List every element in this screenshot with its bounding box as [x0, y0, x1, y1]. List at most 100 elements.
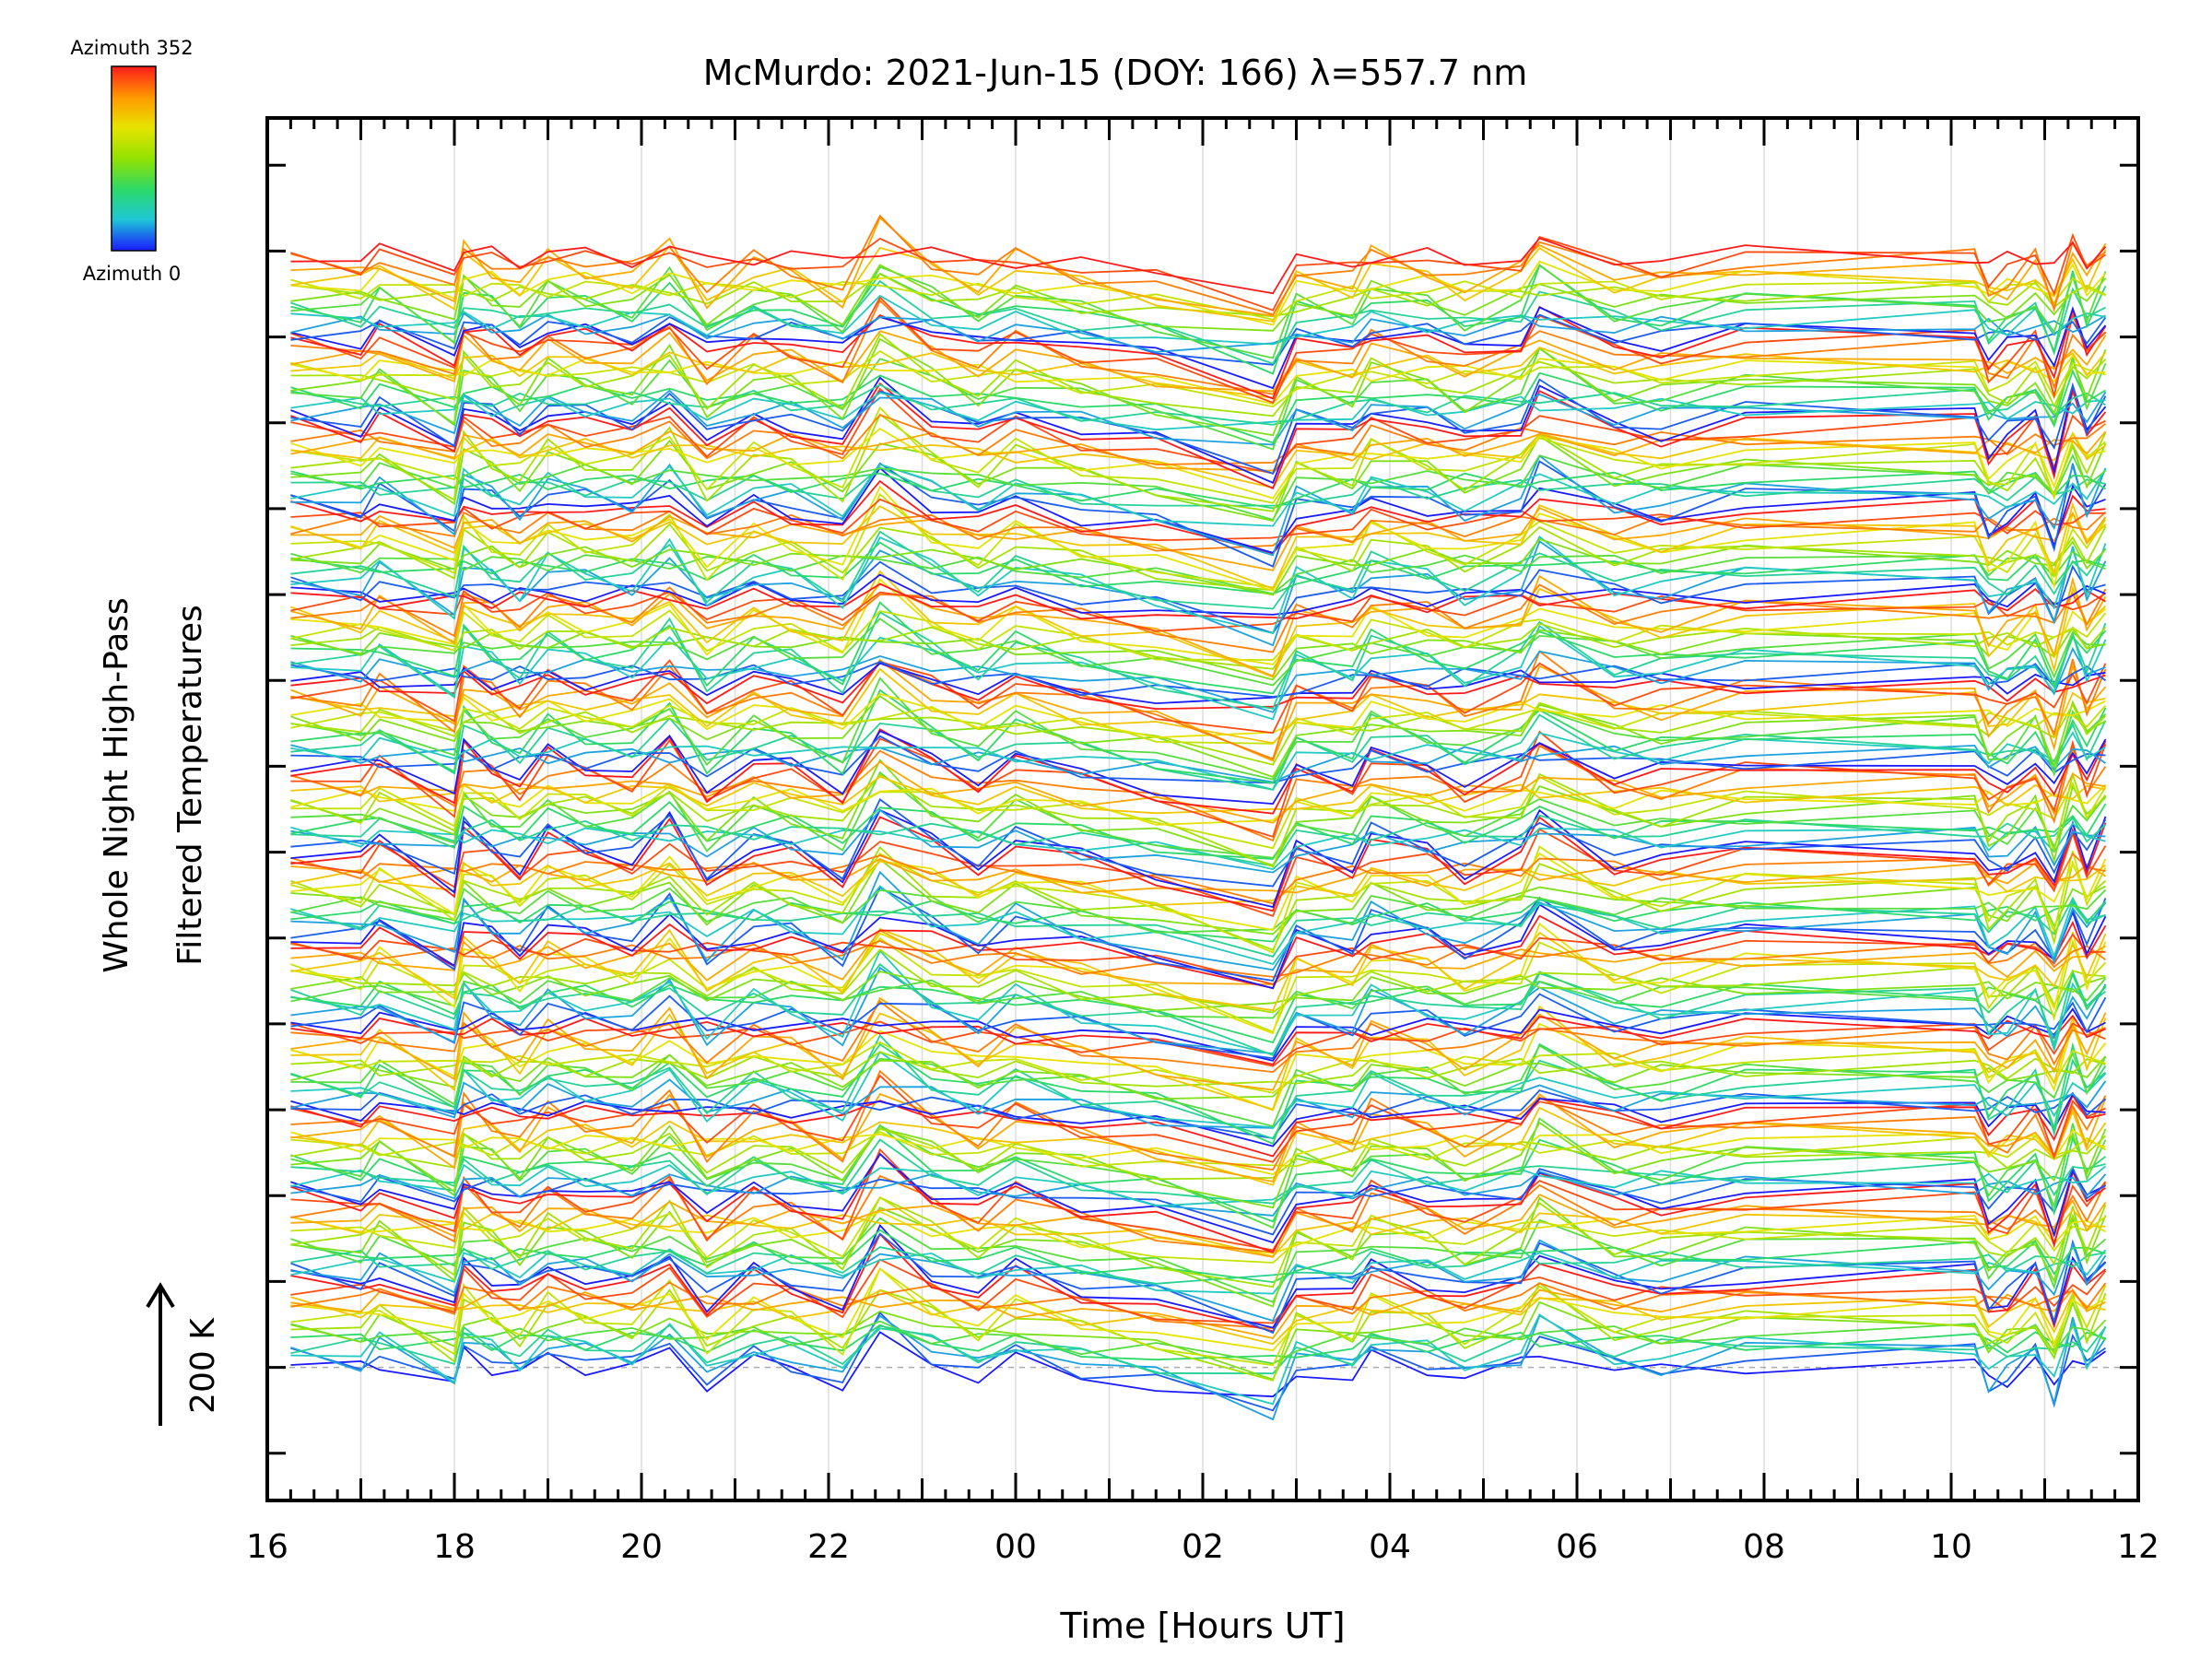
series-line: [290, 744, 2107, 842]
series-line: [290, 1166, 2107, 1236]
series-line: [290, 933, 2106, 985]
series-line: [290, 701, 2107, 766]
series-line: [290, 1021, 2107, 1112]
x-tick-label: 06: [1556, 1528, 1598, 1566]
series-line: [290, 646, 2106, 713]
scale-label: 200 K: [184, 1317, 222, 1414]
series-line: [290, 782, 2107, 826]
series-line: [290, 1117, 2107, 1230]
series-line: [290, 1092, 2106, 1147]
series-line: [290, 1069, 2107, 1171]
series-line: [290, 927, 2107, 1012]
series-line: [290, 929, 2106, 985]
azimuth-colorbar: Azimuth 352 Azimuth 0: [70, 37, 193, 285]
series-line: [290, 1074, 2106, 1163]
series-line: [290, 470, 2107, 510]
y-axis-label-line1: Whole Night High-Pass: [98, 597, 135, 973]
series-line: [290, 966, 2107, 1055]
series-line: [290, 728, 2107, 815]
series-line: [290, 662, 2106, 711]
series-line: [290, 1053, 2107, 1100]
series-line: [290, 801, 2107, 860]
series-line: [290, 237, 2107, 295]
series-line: [290, 626, 2106, 681]
series-line: [290, 1288, 2106, 1340]
y-axis-label-line2: Filtered Temperatures: [171, 605, 209, 966]
series-line: [290, 896, 2106, 958]
series-line: [290, 1232, 2107, 1333]
series-line: [290, 589, 2106, 632]
axis-ticks: [265, 118, 2140, 1500]
series-line: [290, 501, 2107, 591]
series-line: [290, 1207, 2106, 1258]
series-line: [290, 971, 2107, 1044]
series-line: [290, 822, 2106, 871]
series-line: [290, 771, 2107, 868]
x-tick-label: 10: [1930, 1528, 1972, 1566]
x-tick-label: 12: [2117, 1528, 2159, 1566]
series-line: [290, 264, 2107, 332]
series-line: [290, 1078, 2107, 1129]
series-line: [290, 382, 2107, 489]
scale-arrow-head: [146, 1282, 175, 1309]
series-line: [290, 1223, 2107, 1329]
x-tick-label: 16: [246, 1528, 288, 1566]
series-line: [290, 1127, 2107, 1181]
series-line: [290, 337, 2107, 437]
series-line: [290, 463, 2107, 527]
series-line: [290, 214, 2107, 316]
series-line: [290, 659, 2107, 735]
series-line: [290, 574, 2107, 677]
series-line: [290, 550, 2106, 595]
series-line: [290, 1314, 2107, 1421]
scale-arrow: 200 K: [146, 1282, 222, 1426]
series-line: [290, 996, 2107, 1091]
series-line: [290, 387, 2106, 475]
x-tick-label: 04: [1369, 1528, 1411, 1566]
series-line: [290, 216, 2107, 317]
series-line: [290, 541, 2106, 595]
series-line: [290, 530, 2107, 610]
series-line: [290, 695, 2106, 779]
series-line: [290, 1195, 2107, 1264]
series-line: [290, 431, 2107, 489]
series-line: [290, 1289, 2106, 1346]
series-line: [290, 305, 2107, 400]
series-line: [290, 232, 2107, 312]
series-line: [290, 886, 2107, 982]
x-tick-label: 00: [994, 1528, 1037, 1566]
series-line: [290, 816, 2107, 912]
series-line: [290, 354, 2106, 406]
series-group: [290, 214, 2107, 1421]
series-line: [290, 1300, 2107, 1381]
series-line: [290, 1014, 2106, 1065]
series-line: [290, 453, 2107, 521]
series-line: [290, 845, 2107, 954]
series-line: [290, 731, 2106, 791]
series-line: [290, 688, 2107, 784]
chart-title: McMurdo: 2021-Jun-15 (DOY: 166) λ=557.7 …: [703, 53, 1528, 93]
series-line: [290, 1174, 2107, 1253]
x-tick-label: 08: [1743, 1528, 1785, 1566]
x-tick-label: 18: [433, 1528, 476, 1566]
series-line: [290, 466, 2106, 507]
series-line: [290, 808, 2106, 874]
series-line: [290, 963, 2107, 1057]
series-line: [290, 299, 2107, 395]
series-line: [290, 1324, 2107, 1375]
series-line: [290, 1239, 2107, 1323]
colorbar-bottom-label: Azimuth 0: [83, 263, 182, 285]
x-tick-label: 02: [1182, 1528, 1224, 1566]
series-line: [290, 413, 2107, 512]
series-line: [290, 306, 2107, 390]
series-line: [290, 264, 2107, 375]
series-line: [290, 730, 2107, 806]
series-line: [290, 330, 2107, 393]
x-tick-label: 22: [807, 1528, 850, 1566]
series-line: [290, 1196, 2107, 1288]
series-line: [290, 1041, 2107, 1146]
series-line: [290, 611, 2107, 710]
series-line: [290, 376, 2107, 484]
series-line: [290, 1020, 2106, 1067]
series-line: [290, 460, 2107, 568]
